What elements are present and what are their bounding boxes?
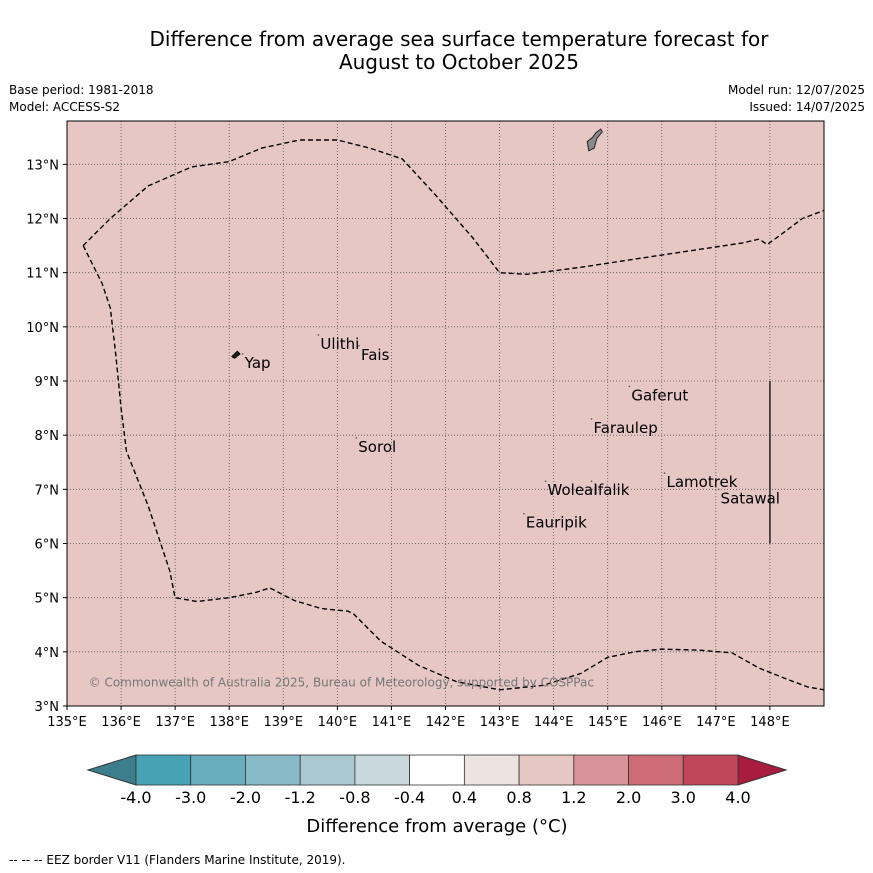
map-frame — [66, 120, 825, 707]
colorbar-swatch — [463, 754, 520, 786]
lat-tick-label: 11°N — [26, 267, 59, 282]
colorbar-swatch — [190, 754, 246, 786]
yap-island — [231, 350, 241, 359]
place-label: Woleai — [548, 481, 598, 499]
colorbar-swatch — [135, 754, 192, 786]
issued-date: Issued: 14/07/2025 — [749, 100, 865, 114]
eez-legend: -- -- -- EEZ border V11 (Flanders Marine… — [9, 853, 346, 867]
colorbar-tick-label: -3.0 — [175, 788, 206, 807]
eez-border-south — [82, 245, 825, 691]
title-line-1: Difference from average sea surface temp… — [149, 27, 769, 51]
colorbar-tick-label: 4.0 — [725, 788, 750, 807]
colorbar-swatch — [518, 754, 575, 786]
island-marker — [355, 437, 358, 439]
lon-tick-label: 142°E — [426, 715, 466, 730]
place-label: Lamotrek — [666, 473, 737, 491]
copyright-text: © Commonwealth of Australia 2025, Bureau… — [89, 676, 594, 690]
colorbar-tick-label: 0.8 — [506, 788, 531, 807]
colorbar-tick-label: -0.8 — [339, 788, 370, 807]
island-marker — [317, 334, 320, 336]
lat-tick-label: 7°N — [35, 483, 60, 498]
lon-tick-label: 138°E — [209, 715, 249, 730]
island-marker — [544, 480, 547, 483]
lon-tick-label: 139°E — [264, 715, 304, 730]
lon-tick-label: 140°E — [318, 715, 358, 730]
lon-tick-label: 136°E — [101, 715, 141, 730]
colorbar-swatch — [628, 754, 684, 786]
eez-border-north — [82, 139, 825, 276]
colorbar-swatch — [573, 754, 629, 786]
island-marker — [628, 385, 631, 388]
place-label: Ulithi — [320, 335, 359, 353]
colorbar-swatch — [299, 754, 356, 786]
lon-tick-label: 148°E — [750, 715, 790, 730]
place-label: Gaferut — [631, 386, 688, 404]
colorbar-tick-label: 0.4 — [452, 788, 477, 807]
place-label: Fais — [361, 346, 390, 364]
colorbar-extend-low — [86, 754, 137, 786]
lon-tick-label: 146°E — [642, 715, 682, 730]
lat-tick-label: 12°N — [26, 213, 59, 228]
island-marker — [358, 344, 360, 347]
colorbar-label: Difference from average (°C) — [306, 816, 567, 837]
lon-tick-label: 145°E — [588, 715, 628, 730]
meta-left: Base period: 1981-2018 Model: ACCESS-S2 — [9, 83, 154, 117]
model-run: Model run: 12/07/2025 — [727, 83, 865, 97]
colorbar-swatch — [354, 754, 411, 786]
lon-tick-label: 147°E — [696, 715, 736, 730]
island-marker — [717, 488, 720, 491]
place-label: Faraulep — [593, 419, 657, 437]
lat-tick-label: 8°N — [35, 429, 60, 444]
lon-tick-label: 135°E — [47, 715, 87, 730]
meta-right: Model run: 12/07/2025 Issued: 14/07/2025 — [728, 83, 865, 117]
island-marker — [241, 353, 244, 355]
base-period: Base period: 1981-2018 — [9, 83, 154, 97]
island-marker — [523, 512, 525, 515]
lat-tick-label: 3°N — [35, 700, 60, 715]
lat-tick-label: 5°N — [35, 592, 60, 607]
colorbar-swatch — [682, 754, 739, 786]
place-label: Sorol — [358, 438, 396, 456]
place-label: Eauripik — [526, 514, 587, 532]
colorbar-swatch — [245, 754, 301, 786]
colorbar-tick-label: -2.0 — [230, 788, 261, 807]
lon-tick-label: 141°E — [372, 715, 412, 730]
lon-tick-label: 143°E — [480, 715, 520, 730]
island-marker — [590, 418, 593, 420]
place-label: Yap — [244, 354, 271, 372]
place-label: Satawal — [721, 489, 780, 507]
lat-tick-label: 4°N — [35, 646, 60, 661]
lon-tick-label: 137°E — [155, 715, 195, 730]
lat-tick-label: 6°N — [35, 538, 60, 553]
island-marker — [590, 480, 593, 483]
lat-tick-label: 10°N — [26, 321, 59, 336]
lat-tick-label: 9°N — [35, 375, 60, 390]
lon-tick-label: 144°E — [534, 715, 574, 730]
colorbar-tick-label: 1.2 — [561, 788, 586, 807]
title-line-2: August to October 2025 — [338, 50, 580, 74]
colorbar-tick-label: -1.2 — [285, 788, 316, 807]
place-label: Ifalik — [593, 481, 629, 499]
map-title: Difference from average sea surface temp… — [0, 28, 873, 74]
guam-island — [586, 128, 603, 152]
colorbar-extend-high — [737, 754, 788, 786]
colorbar-tick-label: -0.4 — [394, 788, 425, 807]
colorbar-tick-label: 2.0 — [616, 788, 641, 807]
lat-tick-label: 13°N — [26, 158, 59, 173]
model-name: Model: ACCESS-S2 — [9, 100, 121, 114]
island-marker — [663, 472, 666, 474]
colorbar-swatch — [409, 754, 465, 786]
colorbar-tick-label: -4.0 — [120, 788, 151, 807]
colorbar-tick-label: 3.0 — [671, 788, 696, 807]
